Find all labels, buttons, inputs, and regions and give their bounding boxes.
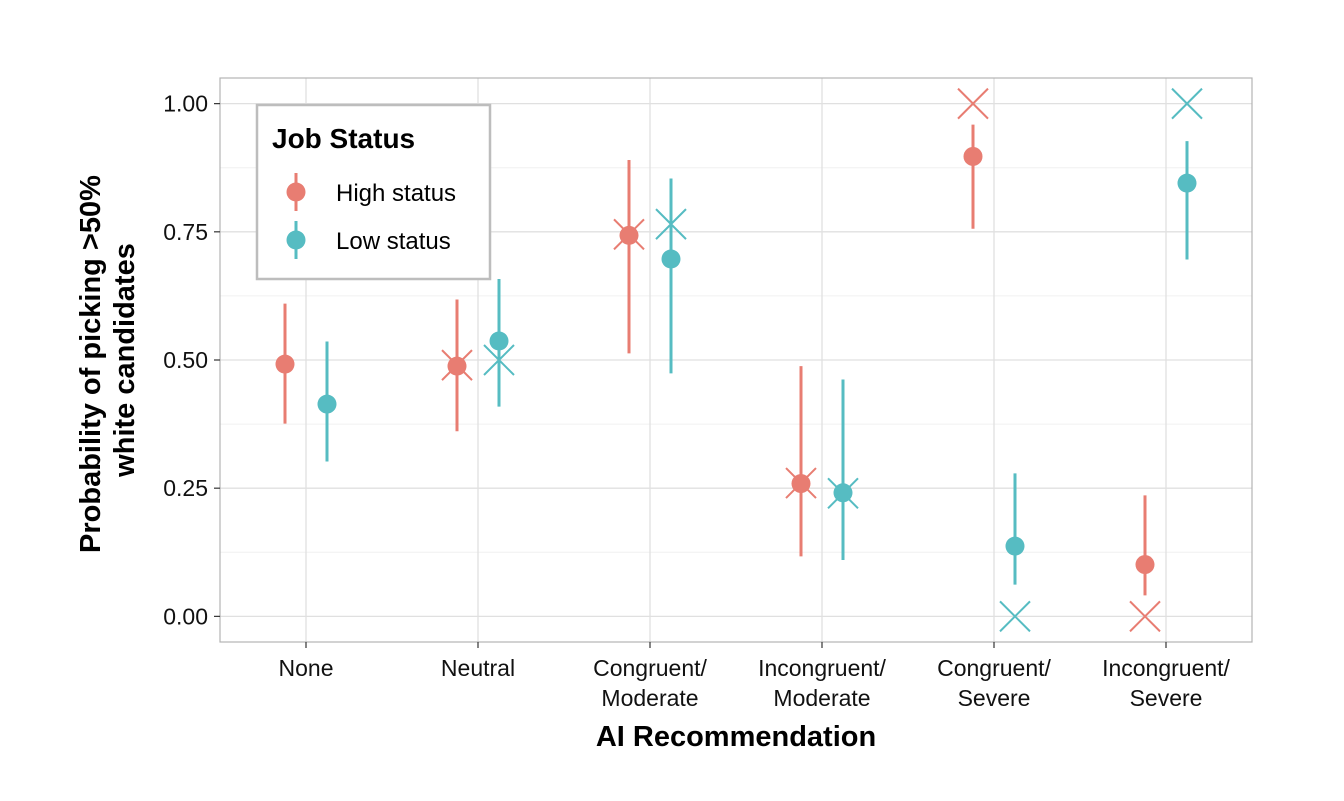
legend-label: Low status xyxy=(336,228,451,255)
series-high-status xyxy=(275,87,1161,633)
x-tick-label-line: Neutral xyxy=(441,655,515,681)
y-axis-ticks: 0.00 0.25 0.50 0.75 1.00 xyxy=(163,91,220,629)
x-tick-label: Neutral xyxy=(441,655,515,681)
x-tick-label-line: Moderate xyxy=(601,685,698,711)
y-tick-label: 0.00 xyxy=(163,603,208,629)
point-estimate xyxy=(833,483,853,503)
x-tick-label-line: Congruent/ xyxy=(937,655,1051,681)
x-axis-ticks: None Neutral Congruent/ModerateIncongruent… xyxy=(279,642,1231,711)
series-low-status xyxy=(317,87,1203,633)
x-tick-label-line: Severe xyxy=(1130,685,1203,711)
legend-label: High status xyxy=(336,180,456,207)
y-tick-label: 1.00 xyxy=(163,91,208,117)
x-tick-label: None xyxy=(279,655,334,681)
y-tick-label: 0.75 xyxy=(163,219,208,245)
point-estimate xyxy=(1177,173,1197,193)
x-tick-label-line: Congruent/ xyxy=(593,655,707,681)
point-estimate xyxy=(447,356,467,376)
y-axis-label: Probability of picking >50% white candid… xyxy=(75,167,141,553)
point-estimate xyxy=(317,394,337,414)
point-estimate xyxy=(791,474,811,494)
y-tick-label: 0.25 xyxy=(163,475,208,501)
point-estimate xyxy=(661,249,681,269)
x-tick-label-line: Incongruent/ xyxy=(1102,655,1230,681)
x-tick-label-line: Incongruent/ xyxy=(758,655,886,681)
x-tick-label: Incongruent/Moderate xyxy=(758,655,886,711)
x-tick-label: Congruent/Moderate xyxy=(593,655,707,711)
y-axis-label-line2: white candidates xyxy=(109,243,141,478)
point-estimate xyxy=(619,225,639,245)
point-estimate xyxy=(275,354,295,374)
x-tick-label-line: Moderate xyxy=(773,685,870,711)
point-estimate xyxy=(489,331,509,351)
data-marks xyxy=(275,87,1203,633)
x-tick-label-line: None xyxy=(279,655,334,681)
x-tick-label-line: Severe xyxy=(958,685,1031,711)
y-axis-label-line1: Probability of picking >50% xyxy=(75,175,107,553)
legend: Job Status High status Low status xyxy=(255,103,492,281)
legend-title: Job Status xyxy=(272,123,415,154)
x-tick-label: Congruent/Severe xyxy=(937,655,1051,711)
legend-key-point xyxy=(286,182,306,202)
point-estimate xyxy=(1005,536,1025,556)
cross-marker xyxy=(999,600,1031,633)
cross-marker xyxy=(1129,600,1161,633)
legend-key-point xyxy=(286,230,306,250)
x-tick-label: Incongruent/Severe xyxy=(1102,655,1230,711)
point-estimate xyxy=(1135,555,1155,575)
y-tick-label: 0.50 xyxy=(163,347,208,373)
cross-marker xyxy=(1171,87,1203,120)
x-axis-label: AI Recommendation xyxy=(596,721,876,753)
cross-marker xyxy=(957,87,989,120)
point-estimate xyxy=(963,146,983,166)
